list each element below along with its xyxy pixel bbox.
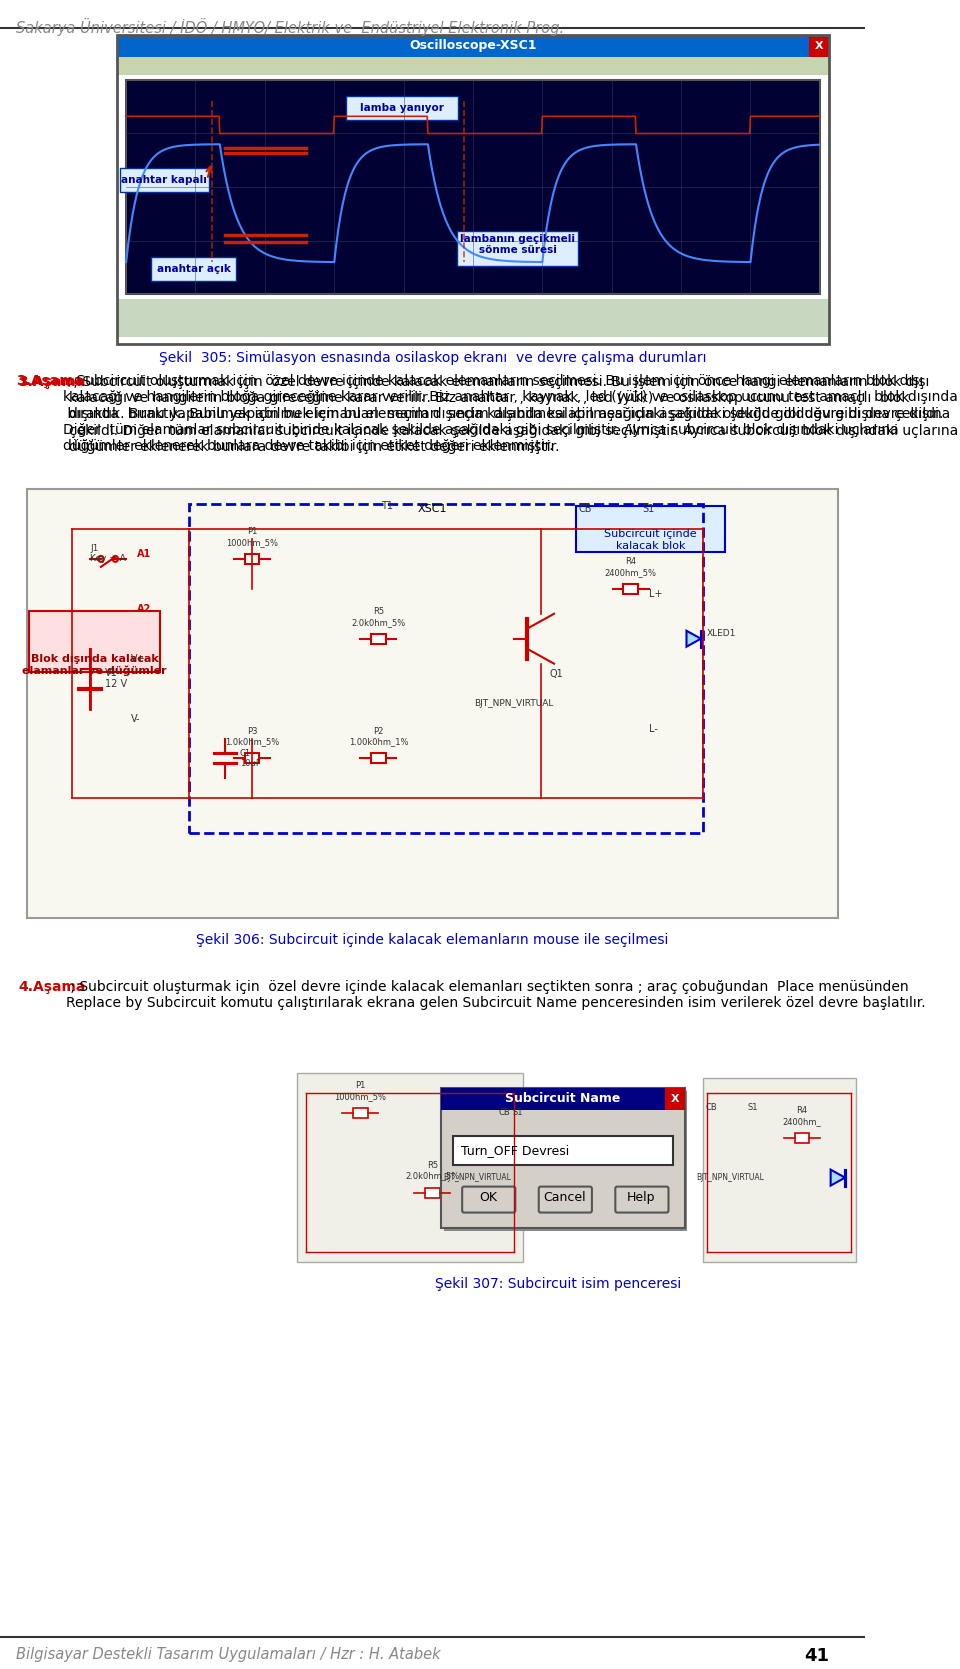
FancyBboxPatch shape	[347, 95, 458, 120]
Text: Q1: Q1	[549, 669, 564, 679]
FancyBboxPatch shape	[615, 1187, 668, 1213]
FancyBboxPatch shape	[539, 1187, 592, 1213]
Text: 41: 41	[804, 1647, 828, 1664]
Text: 3.Aşama: 3.Aşama	[16, 374, 84, 389]
Text: L+: L+	[649, 589, 662, 599]
Text: ; Subcircuit oluşturmak için  özel devre içinde kalacak elemanların seçilmesi. B: ; Subcircuit oluşturmak için özel devre …	[63, 374, 958, 452]
Text: 4.Aşama: 4.Aşama	[18, 980, 85, 995]
Text: CB: CB	[579, 504, 592, 514]
Text: J1
Key = A: J1 Key = A	[90, 544, 126, 564]
FancyBboxPatch shape	[453, 1135, 673, 1165]
Text: ; Subcircuit oluşturmak için  özel devre içinde kalacak elemanların seçilmesi. B: ; Subcircuit oluşturmak için özel devre …	[69, 376, 958, 454]
Text: S1: S1	[642, 504, 655, 514]
Text: P1
1000hm_5%: P1 1000hm_5%	[334, 1082, 386, 1102]
FancyBboxPatch shape	[245, 554, 259, 564]
FancyBboxPatch shape	[126, 80, 820, 294]
FancyBboxPatch shape	[372, 753, 386, 763]
Text: OK: OK	[479, 1192, 497, 1203]
Text: P3
1.0k0hm_5%: P3 1.0k0hm_5%	[226, 728, 279, 746]
Text: Sakarya Üniversitesi / İDÖ / HMYO/ Elektrik ve  Endüstriyel Elektronik Prog.: Sakarya Üniversitesi / İDÖ / HMYO/ Elekt…	[16, 18, 564, 37]
FancyBboxPatch shape	[120, 167, 209, 192]
Text: lamba yanıyor: lamba yanıyor	[360, 103, 444, 113]
Text: Şekil  305: Simülasyon esnasında osilaskop ekranı  ve devre çalışma durumları: Şekil 305: Simülasyon esnasında osilasko…	[158, 350, 707, 366]
FancyBboxPatch shape	[703, 1078, 856, 1262]
FancyBboxPatch shape	[29, 611, 160, 671]
Text: V1
12 V: V1 12 V	[105, 668, 127, 689]
FancyBboxPatch shape	[27, 489, 838, 918]
FancyBboxPatch shape	[457, 230, 578, 267]
Text: S1: S1	[747, 1103, 757, 1112]
Text: S1: S1	[513, 1108, 523, 1117]
FancyBboxPatch shape	[353, 1108, 368, 1118]
FancyBboxPatch shape	[795, 1133, 809, 1143]
Text: R5
2.0k0hm_5%: R5 2.0k0hm_5%	[351, 608, 405, 628]
Text: Subcircuit içinde
kalacak blok: Subcircuit içinde kalacak blok	[604, 529, 697, 551]
Text: C1
10uF: C1 10uF	[240, 749, 260, 768]
Text: Turn_OFF Devresi: Turn_OFF Devresi	[461, 1145, 569, 1157]
Text: anahtar kapalı: anahtar kapalı	[121, 175, 207, 185]
Text: P1
1000hm_5%: P1 1000hm_5%	[227, 527, 278, 547]
FancyBboxPatch shape	[152, 257, 236, 282]
Text: A1: A1	[137, 549, 152, 559]
FancyBboxPatch shape	[442, 1088, 684, 1110]
Text: X: X	[815, 42, 824, 52]
Text: anahtar açık: anahtar açık	[156, 264, 230, 274]
Text: R4
2400hm_5%: R4 2400hm_5%	[605, 557, 657, 577]
FancyBboxPatch shape	[442, 1088, 684, 1227]
FancyBboxPatch shape	[298, 1073, 522, 1262]
Text: Subcircuit Name: Subcircuit Name	[505, 1092, 621, 1105]
Text: L-: L-	[649, 724, 658, 734]
Text: Help: Help	[627, 1192, 656, 1203]
Text: T1: T1	[381, 501, 394, 511]
FancyBboxPatch shape	[623, 584, 637, 594]
FancyBboxPatch shape	[245, 753, 259, 763]
Text: A2: A2	[137, 604, 152, 614]
Text: X: X	[670, 1093, 679, 1103]
Text: XLED1: XLED1	[708, 629, 736, 638]
Text: XSC1: XSC1	[418, 504, 447, 514]
Text: BJT_NPN_VIRTUAL: BJT_NPN_VIRTUAL	[474, 699, 553, 708]
Polygon shape	[686, 631, 701, 646]
Text: R5
2.0k0hm_5%: R5 2.0k0hm_5%	[405, 1162, 460, 1180]
Text: Şekil 307: Subcircuit isim penceresi: Şekil 307: Subcircuit isim penceresi	[436, 1277, 682, 1292]
Text: V+: V+	[131, 654, 145, 664]
FancyBboxPatch shape	[425, 1188, 440, 1198]
Text: Cancel: Cancel	[543, 1192, 587, 1203]
Text: P2
1.00k0hm_1%: P2 1.00k0hm_1%	[348, 728, 408, 746]
FancyBboxPatch shape	[117, 35, 828, 57]
Text: BJT_NPN_VIRTUAL: BJT_NPN_VIRTUAL	[696, 1173, 763, 1182]
FancyBboxPatch shape	[576, 506, 725, 552]
Text: CB: CB	[706, 1103, 717, 1112]
Text: V-: V-	[131, 714, 140, 724]
Text: Blok dışında kalacak
elamanlar ve düğümler: Blok dışında kalacak elamanlar ve düğüml…	[22, 654, 167, 676]
FancyBboxPatch shape	[117, 57, 828, 75]
FancyBboxPatch shape	[809, 35, 828, 57]
Text: lambanın geçikmeli
sönme süresi: lambanın geçikmeli sönme süresi	[460, 234, 575, 255]
Text: ; Subcircuit oluşturmak için  özel devre içinde kalacak elemanları seçtikten son: ; Subcircuit oluşturmak için özel devre …	[66, 980, 925, 1010]
Text: CB: CB	[498, 1108, 511, 1117]
FancyBboxPatch shape	[372, 634, 386, 644]
FancyBboxPatch shape	[444, 1092, 687, 1230]
Text: Şekil 306: Subcircuit içinde kalacak elemanların mouse ile seçilmesi: Şekil 306: Subcircuit içinde kalacak ele…	[196, 933, 668, 946]
Text: 3.Aşama: 3.Aşama	[18, 376, 85, 389]
Text: Oscilloscope-XSC1: Oscilloscope-XSC1	[409, 40, 537, 52]
Text: R4
2400hm_: R4 2400hm_	[782, 1107, 821, 1125]
FancyBboxPatch shape	[117, 299, 828, 337]
Text: BJT_NPN_VIRTUAL: BJT_NPN_VIRTUAL	[444, 1173, 512, 1182]
FancyBboxPatch shape	[665, 1088, 684, 1110]
FancyBboxPatch shape	[462, 1187, 516, 1213]
Text: Bilgisayar Destekli Tasarım Uygulamaları / Hzr : H. Atabek: Bilgisayar Destekli Tasarım Uygulamaları…	[16, 1647, 441, 1662]
Polygon shape	[830, 1170, 845, 1185]
